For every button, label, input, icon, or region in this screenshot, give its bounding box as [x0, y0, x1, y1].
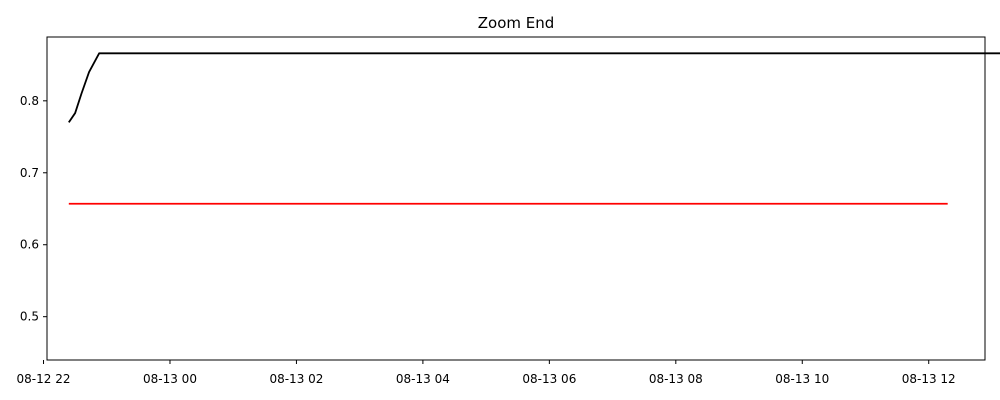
series-line-zoom-end [68, 52, 1000, 123]
x-tick-label: 08-13 10 [775, 372, 829, 386]
x-tick-label: 08-13 08 [649, 372, 703, 386]
x-tick-label: 08-13 06 [522, 372, 576, 386]
y-tick-label: 0.6 [20, 238, 39, 252]
x-tick-label: 08-13 04 [396, 372, 450, 386]
y-tick-label: 0.5 [20, 310, 39, 324]
plot-frame [46, 36, 986, 361]
x-tick-label: 08-13 02 [269, 372, 323, 386]
x-tick-label: 08-12 22 [17, 372, 71, 386]
x-tick-label: 08-13 00 [143, 372, 197, 386]
y-tick-label: 0.8 [20, 94, 39, 108]
chart-title: Zoom End [478, 14, 555, 32]
y-tick-label: 0.7 [20, 166, 39, 180]
x-tick-label: 08-13 12 [902, 372, 956, 386]
